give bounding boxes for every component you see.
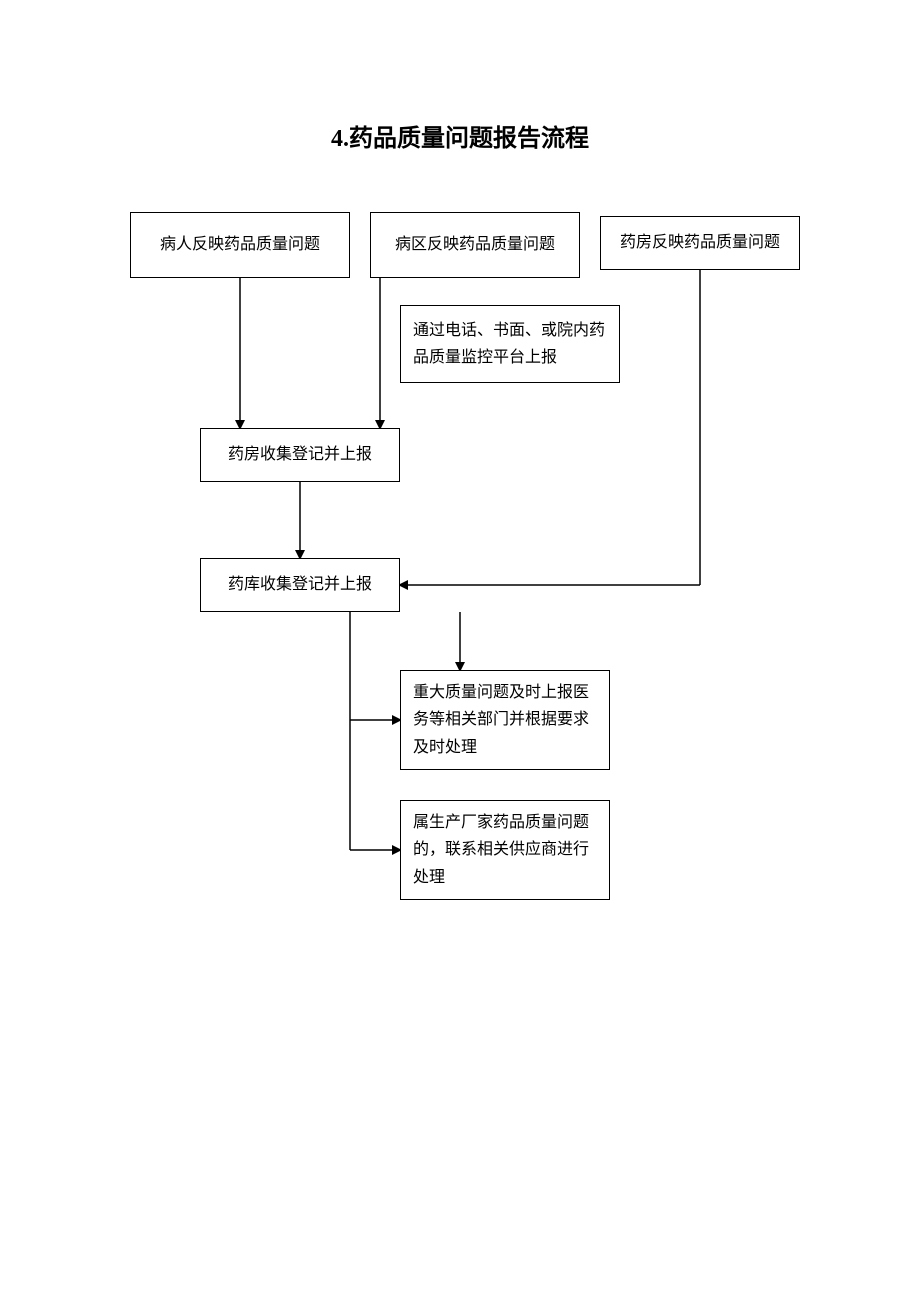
- node-major-issue: 重大质量问题及时上报医务等相关部门并根据要求及时处理: [400, 670, 610, 770]
- node-label: 药库收集登记并上报: [228, 571, 372, 598]
- node-pharmacy-report: 药房反映药品质量问题: [600, 216, 800, 270]
- flowchart-page: 4.药品质量问题报告流程 病人反映药品质量问题 病区反映药品质量问题 药房反映药…: [0, 0, 920, 1302]
- node-label: 病人反映药品质量问题: [160, 231, 320, 258]
- node-label: 通过电话、书面、或院内药品质量监控平台上报: [413, 317, 607, 371]
- node-label: 药房反映药品质量问题: [620, 229, 780, 256]
- node-report-method: 通过电话、书面、或院内药品质量监控平台上报: [400, 305, 620, 383]
- node-warehouse-collect: 药库收集登记并上报: [200, 558, 400, 612]
- node-patient-report: 病人反映药品质量问题: [130, 212, 350, 278]
- node-pharmacy-collect: 药房收集登记并上报: [200, 428, 400, 482]
- node-label: 重大质量问题及时上报医务等相关部门并根据要求及时处理: [413, 679, 597, 761]
- connector-layer: [0, 0, 920, 1302]
- page-title: 4.药品质量问题报告流程: [0, 118, 920, 153]
- node-label: 属生产厂家药品质量问题的，联系相关供应商进行处理: [413, 809, 597, 891]
- node-ward-report: 病区反映药品质量问题: [370, 212, 580, 278]
- node-label: 药房收集登记并上报: [228, 441, 372, 468]
- node-label: 病区反映药品质量问题: [395, 231, 555, 258]
- node-manufacturer-issue: 属生产厂家药品质量问题的，联系相关供应商进行处理: [400, 800, 610, 900]
